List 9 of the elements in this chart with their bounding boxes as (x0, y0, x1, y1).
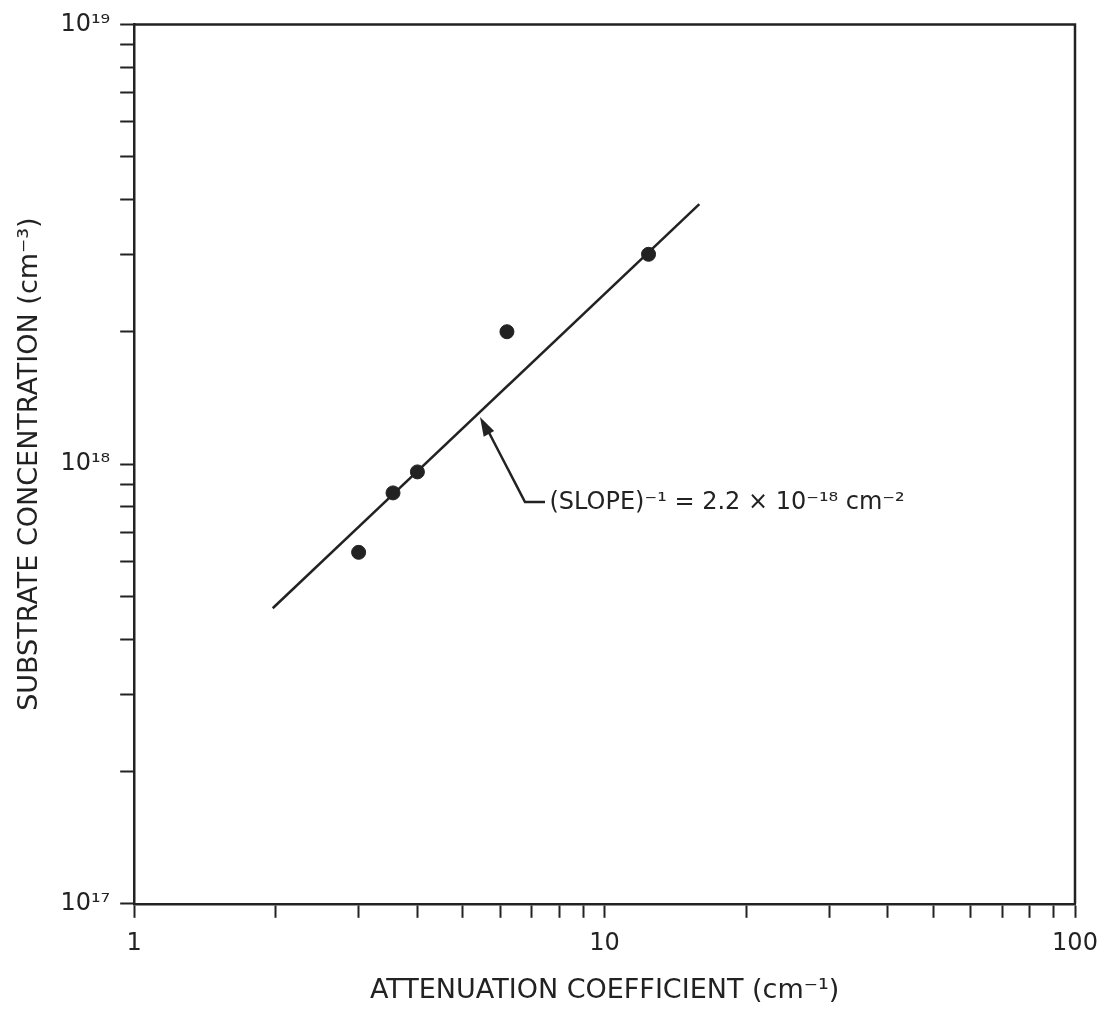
x-tick-label: 1 (126, 928, 142, 957)
annotation: (SLOPE)⁻¹ = 2.2 × 10⁻¹⁸ cm⁻² (549, 486, 905, 515)
x-axis-title: ATTENUATION COEFFICIENT (cm⁻¹) (369, 972, 840, 1004)
y-tick-label: 10¹⁷ (60, 888, 111, 917)
y-tick-label: 10¹⁹ (60, 8, 111, 37)
y-axis-title: SUBSTRATE CONCENTRATION (cm⁻³) (12, 217, 44, 711)
x-tick-label: 100 (1052, 928, 1098, 957)
x-tick-label: 10 (589, 928, 620, 957)
y-tick-label: 10¹⁸ (60, 448, 111, 477)
